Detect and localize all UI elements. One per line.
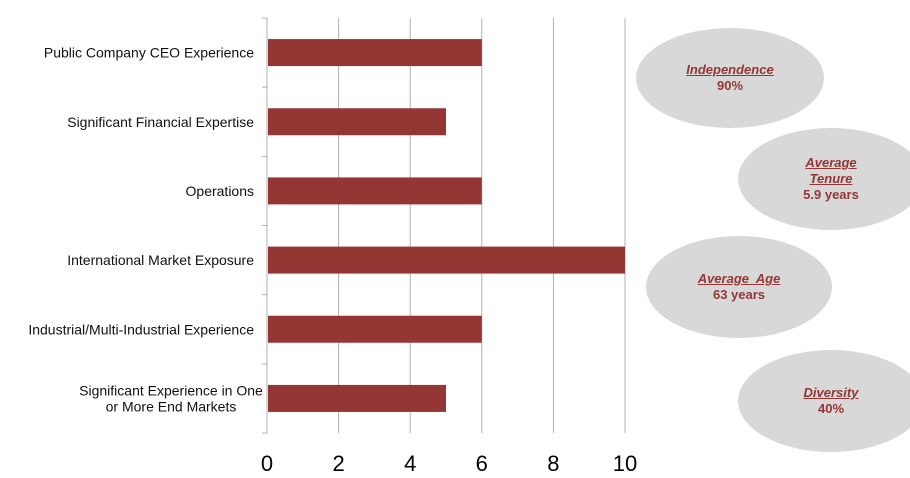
stat-bubble-independence: Independence 90% — [636, 28, 824, 128]
stat-bubble-diversity: Diversity 40% — [738, 350, 910, 452]
stat-title: Independence — [686, 62, 774, 77]
category-label: Significant Experience in One or More End… — [79, 382, 263, 414]
stat-bubble-average-age: Average Age 63 years — [646, 236, 832, 338]
stat-title: Average Age — [697, 271, 781, 286]
bar-4 — [268, 315, 482, 343]
stat-value: 90% — [716, 78, 744, 93]
stat-title: Diversity — [803, 385, 859, 400]
x-tick-label: 6 — [476, 451, 488, 476]
bar-2 — [268, 177, 482, 205]
bar-3 — [268, 246, 625, 274]
bars — [268, 39, 625, 412]
x-tick-label: 10 — [613, 451, 637, 476]
stat-value: 63 years — [712, 287, 766, 302]
category-label: Operations — [186, 183, 254, 199]
category-label: Significant Financial Expertise — [67, 114, 254, 130]
category-label: Industrial/Multi-Industrial Experience — [28, 321, 254, 337]
stat-bubble-average-tenure: Average Tenure 5.9 years — [738, 128, 910, 230]
category-labels: Public Company CEO Experience Significant… — [28, 45, 263, 415]
x-tick-label: 8 — [547, 451, 559, 476]
category-label: International Market Exposure — [67, 252, 254, 268]
tick-labels: 0 2 4 6 8 10 — [261, 451, 637, 476]
stat-title: Average Tenure — [805, 155, 857, 186]
bar-5 — [268, 384, 446, 412]
bar-1 — [268, 108, 446, 136]
stat-value: 5.9 years — [803, 187, 859, 202]
grid-lines — [338, 18, 626, 433]
x-tick-label: 2 — [332, 451, 344, 476]
bar-0 — [268, 39, 482, 67]
x-tick-label: 0 — [261, 451, 273, 476]
category-label: Public Company CEO Experience — [44, 45, 254, 61]
x-tick-label: 4 — [404, 451, 416, 476]
axis — [262, 17, 268, 434]
stat-value: 40% — [817, 401, 845, 416]
